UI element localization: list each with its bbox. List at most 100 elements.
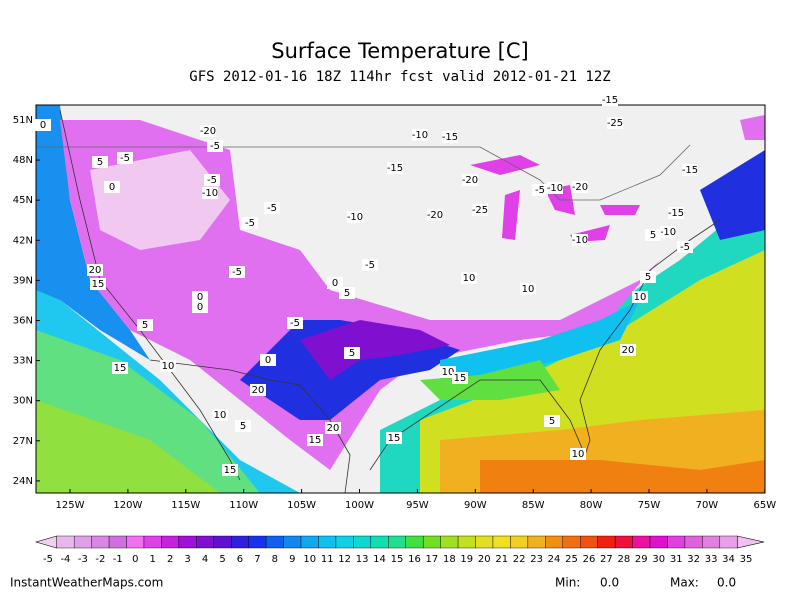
colorbar-label: 35: [740, 554, 753, 565]
colorbar-label: 31: [670, 554, 683, 565]
colorbar-label: 16: [408, 554, 421, 565]
lon-label: 75W: [638, 500, 661, 511]
contour-label-text: 20: [327, 423, 340, 434]
contour-label-text: 15: [92, 279, 105, 290]
contour-label: 5: [344, 347, 360, 359]
contour-label-text: -15: [442, 132, 458, 143]
contour-label-box: [327, 277, 343, 289]
lon-label: 95W: [406, 500, 429, 511]
contour-label: -10: [347, 211, 363, 223]
contour-label-text: -20: [427, 210, 443, 221]
contour-label-box: [452, 372, 468, 384]
colorbar-label: -2: [95, 554, 105, 565]
contour-label-box: [442, 131, 458, 143]
contour-label-text: 0: [265, 355, 271, 366]
contour-label-box: [668, 207, 684, 219]
lon-label: 70W: [696, 500, 719, 511]
contour-label: -10: [572, 234, 588, 246]
contour-label-box: [229, 266, 245, 278]
colorbar-label: -5: [43, 554, 53, 565]
contour-label: 20: [325, 422, 341, 434]
colorbar-end: [34, 535, 58, 549]
contour-label-box: [682, 164, 698, 176]
colorbar-cell: [510, 535, 529, 549]
contour-label-box: [570, 448, 586, 460]
contour-label-box: [602, 94, 618, 106]
colorbar-cell: [283, 535, 302, 549]
colorbar-cell: [265, 535, 284, 549]
contour-label: 15: [112, 362, 128, 374]
contour-label: -10: [412, 129, 428, 141]
lon-label: 120W: [113, 500, 142, 511]
colorbar-label: 17: [426, 554, 439, 565]
colorbar-label: 33: [705, 554, 718, 565]
contour-label: -10: [202, 187, 218, 199]
colorbar-label: 22: [513, 554, 526, 565]
contour-label-text: 20: [622, 345, 635, 356]
contour-label-box: [200, 125, 216, 137]
lon-label: 125W: [56, 500, 85, 511]
lon-label: 65W: [753, 500, 776, 511]
colorbar-cell: [719, 535, 738, 549]
lon-label: 110W: [229, 500, 258, 511]
contour-label-box: [235, 420, 251, 432]
contour-label: -20: [462, 174, 478, 186]
colorbar-cell: [440, 535, 459, 549]
colorbar-cell: [56, 535, 75, 549]
contour-label-box: [386, 432, 402, 444]
contour-label-text: -15: [602, 95, 618, 106]
contour-label-box: [264, 202, 280, 214]
contour-label-box: [362, 259, 378, 271]
contour-label-box: [212, 409, 228, 421]
contour-label-box: [677, 241, 693, 253]
contour-label-text: 10: [463, 273, 476, 284]
colorbar-cell: [370, 535, 389, 549]
contour-label: -5: [264, 202, 280, 214]
contour-label: -25: [607, 117, 623, 129]
contour-label-text: -5: [290, 318, 300, 329]
contour-label: 15: [307, 434, 323, 446]
lon-label: 115W: [171, 500, 200, 511]
contour-label-text: 5: [645, 272, 651, 283]
contour-label-box: [532, 184, 548, 196]
contour-label-text: 5: [240, 421, 246, 432]
colorbar-cell: [702, 535, 721, 549]
contour-label-box: [387, 162, 403, 174]
contour-label-text: 10: [214, 410, 227, 421]
contour-label-text: -25: [472, 205, 488, 216]
subtitle: GFS 2012-01-16 18Z 114hr fcst valid 2012…: [189, 69, 610, 85]
title: Surface Temperature [C]: [271, 39, 528, 63]
contour-label-box: [207, 140, 223, 152]
contour-label-box: [192, 291, 208, 303]
lon-label: 105W: [287, 500, 316, 511]
contour-label: -20: [427, 209, 443, 221]
contour-label: 0: [260, 354, 276, 366]
contour-label: -15: [602, 94, 618, 106]
contour-label-text: 10: [162, 361, 175, 372]
colorbar-label: -1: [113, 554, 123, 565]
contour-label-box: [287, 317, 303, 329]
contour-label-text: -5: [365, 260, 375, 271]
contour-label: -5: [204, 174, 220, 186]
contour-label: 20: [87, 264, 103, 276]
lat-label: 39N: [13, 275, 33, 286]
contour-label-box: [222, 464, 238, 476]
contour-label: -15: [682, 164, 698, 176]
contour-label-box: [412, 129, 428, 141]
contour-label-text: 0: [197, 292, 203, 303]
contour-label-box: [204, 174, 220, 186]
colorbar-cell: [178, 535, 197, 549]
contour-label-box: [632, 291, 648, 303]
contour-label: -10: [660, 226, 676, 238]
lon-label: 85W: [522, 500, 545, 511]
contour-label-text: 5: [344, 288, 350, 299]
contour-label-text: 10: [572, 449, 585, 460]
contour-label-text: -20: [200, 126, 216, 137]
contour-label-text: 5: [142, 320, 148, 331]
contour-label: -5: [207, 140, 223, 152]
colorbar-label: 10: [303, 554, 316, 565]
colorbar-label: 19: [460, 554, 473, 565]
colorbar-cell: [353, 535, 372, 549]
colorbar-label: 3: [184, 554, 190, 565]
